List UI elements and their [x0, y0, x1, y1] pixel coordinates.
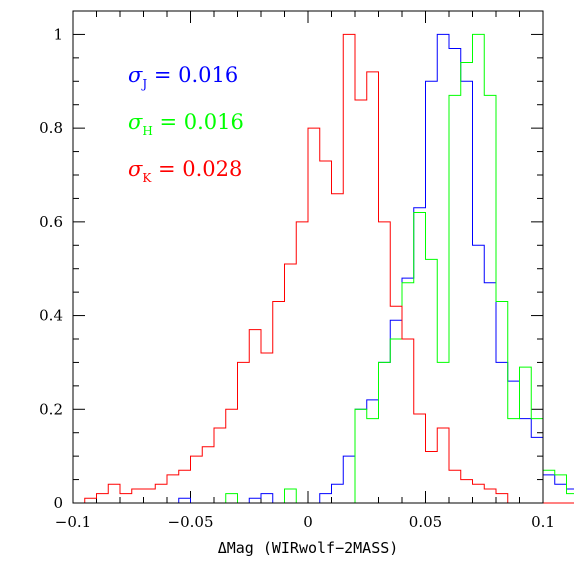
y-tick-label: 0.6	[39, 213, 63, 231]
x-tick-label: 0.05	[409, 513, 442, 531]
sigma-subscript: K	[142, 171, 152, 185]
x-tick-label: −0.05	[168, 513, 214, 531]
sigma-value: = 0.028	[151, 157, 242, 181]
sigma-symbol: σ	[128, 110, 143, 134]
sigma-value: = 0.016	[153, 110, 244, 134]
sigma-value: = 0.016	[147, 63, 238, 87]
sigma-annotation-K: σK = 0.028	[128, 157, 242, 185]
histogram-series-H	[73, 33, 574, 504]
y-tick-label: 0.8	[39, 119, 63, 137]
sigma-symbol: σ	[128, 157, 143, 181]
histogram-series-K	[73, 33, 574, 504]
plot-frame	[72, 10, 544, 504]
sigma-subscript: J	[140, 77, 147, 91]
y-tick-label: 1	[53, 25, 63, 43]
x-tick-label: −0.1	[55, 513, 91, 531]
y-tick-label: 0.2	[39, 400, 63, 418]
histogram-series	[73, 33, 574, 504]
y-tick-label: 0	[53, 494, 63, 512]
x-tick-label: 0.1	[531, 513, 555, 531]
y-tick-label: 0.4	[39, 307, 63, 325]
sigma-symbol: σ	[128, 63, 143, 87]
sigma-annotation-J: σJ = 0.016	[128, 63, 238, 91]
axis-ticks	[72, 10, 544, 504]
x-tick-labels: −0.1 −0.05 0 0.05 0.1	[55, 513, 555, 531]
y-tick-labels: 0 0.2 0.4 0.6 0.8 1	[39, 25, 63, 512]
x-tick-label: 0	[303, 513, 313, 531]
sigma-subscript: H	[142, 124, 152, 138]
histogram-series-J	[73, 33, 574, 504]
x-axis-title: ΔMag (WIRwolf−2MASS)	[218, 539, 399, 557]
sigma-annotation-H: σH = 0.016	[128, 110, 244, 138]
